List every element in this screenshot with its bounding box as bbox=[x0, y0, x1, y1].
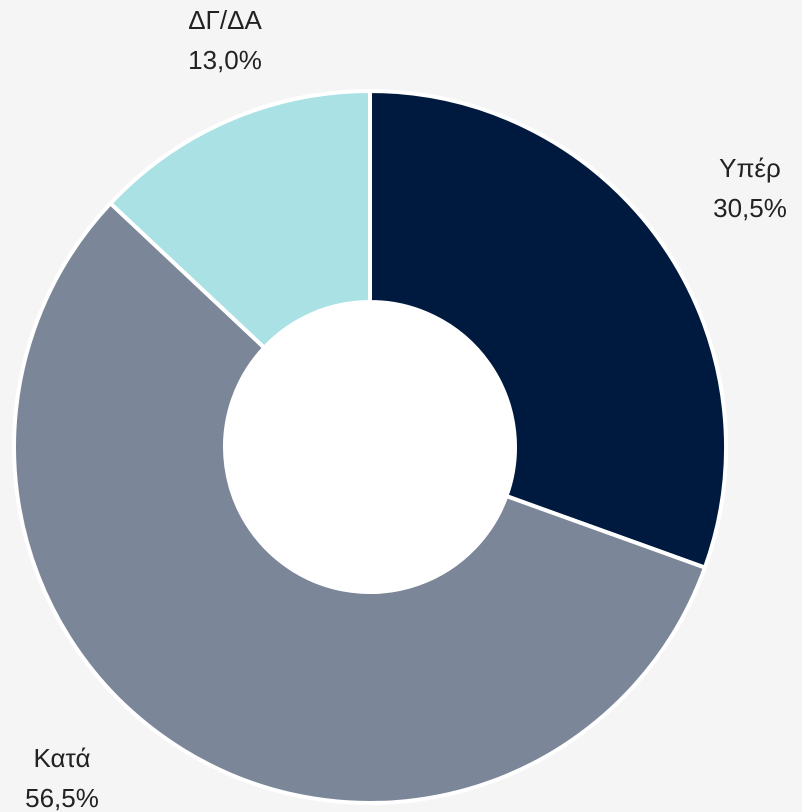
donut-hole bbox=[227, 304, 513, 590]
slice-value-label: 30,5% bbox=[713, 193, 787, 223]
slice bbox=[368, 88, 728, 571]
slice-label: ΔΓ/ΔΑ bbox=[188, 5, 262, 35]
slice bbox=[107, 88, 372, 351]
slice bbox=[12, 200, 708, 805]
slice-value-label: 56,5% bbox=[25, 783, 99, 812]
slice-label: Υπέρ bbox=[719, 153, 781, 183]
slice-value-label: 13,0% bbox=[188, 45, 262, 75]
slice-label: Κατά bbox=[34, 743, 91, 773]
